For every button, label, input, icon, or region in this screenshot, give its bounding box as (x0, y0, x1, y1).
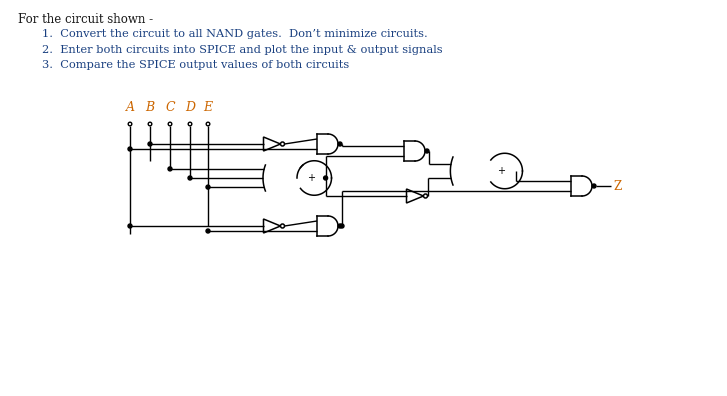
Circle shape (148, 142, 152, 146)
Circle shape (128, 147, 132, 151)
Circle shape (425, 149, 429, 153)
Text: For the circuit shown -: For the circuit shown - (18, 13, 153, 26)
Text: A: A (126, 101, 134, 114)
Circle shape (206, 185, 210, 189)
Circle shape (592, 184, 596, 188)
Text: 2.  Enter both circuits into SPICE and plot the input & output signals: 2. Enter both circuits into SPICE and pl… (42, 44, 443, 55)
Circle shape (340, 224, 344, 228)
Circle shape (338, 142, 342, 146)
Text: C: C (165, 101, 174, 114)
Text: +: + (497, 166, 505, 176)
Text: E: E (204, 101, 212, 114)
Text: 1.  Convert the circuit to all NAND gates.  Don’t minimize circuits.: 1. Convert the circuit to all NAND gates… (42, 29, 427, 39)
Text: D: D (185, 101, 195, 114)
Circle shape (206, 229, 210, 233)
Text: +: + (307, 173, 315, 183)
Text: 3.  Compare the SPICE output values of both circuits: 3. Compare the SPICE output values of bo… (42, 60, 349, 70)
Circle shape (338, 224, 342, 228)
Circle shape (188, 176, 192, 180)
Circle shape (128, 224, 132, 228)
Circle shape (168, 167, 172, 171)
Text: B: B (145, 101, 155, 114)
Text: Z: Z (613, 179, 622, 192)
Circle shape (324, 176, 328, 180)
